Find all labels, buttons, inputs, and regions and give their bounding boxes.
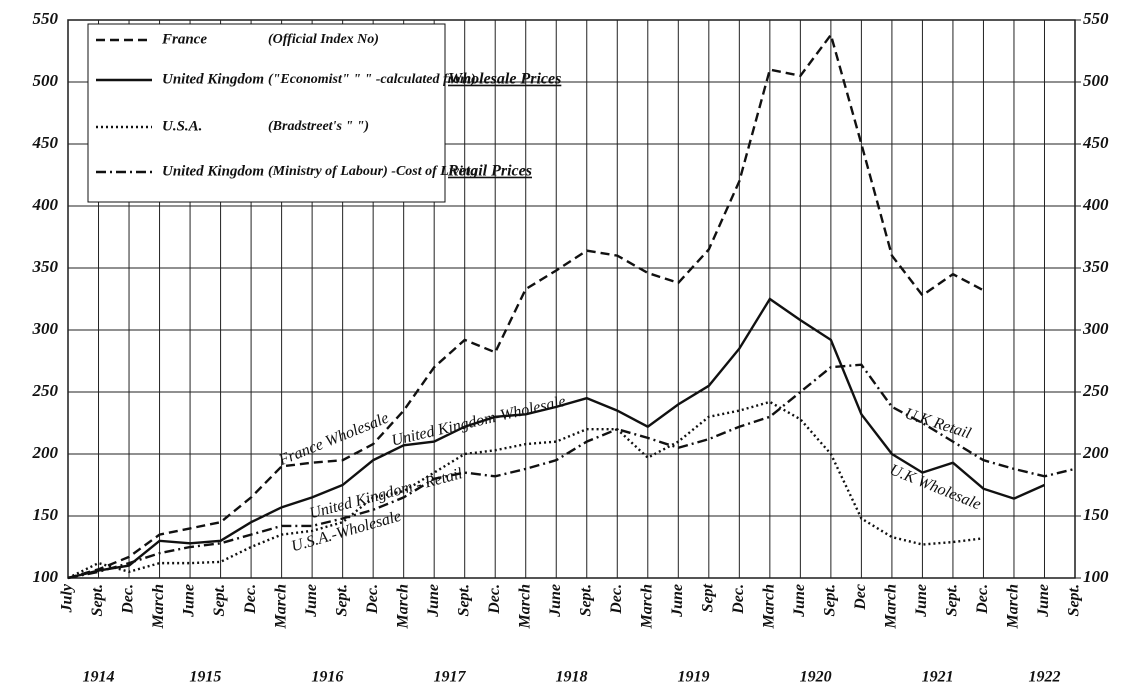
x-group-label: 1917 [433,669,466,686]
x-tick-label: March [272,584,289,630]
x-tick-label: March [638,584,655,630]
x-group-label: 1921 [922,669,954,686]
x-tick-label: Dec. [364,584,381,615]
x-tick-label: Sept. [577,584,594,616]
y-tick-label: 300 [32,319,59,338]
annotation: U.K Retail [903,405,974,442]
x-tick-label: June [303,584,320,618]
x-tick-label: March [883,584,900,630]
x-tick-label: March [394,584,411,630]
y-tick-label: 200 [32,443,59,462]
x-tick-label: June [1035,584,1052,618]
x-tick-label: Dec. [242,584,259,615]
y2-tick-label: 100 [1083,567,1109,586]
x-tick-label: Sept. [455,584,472,616]
legend-source: ("Economist" " " -calculated from) [268,72,476,87]
y-tick-label: 100 [33,567,59,586]
x-tick-label: Dec. [730,584,747,615]
y2-tick-label: 300 [1082,319,1109,338]
y2-tick-label: 450 [1082,133,1109,152]
legend: France (Official Index No) United Kingdom (… [87,23,561,203]
x-tick-label: June [547,584,564,618]
x-tick-label: June [913,584,930,618]
x-tick-label: March [516,584,533,630]
legend-group: Retail Prices [447,163,532,180]
y2-tick-label: 500 [1083,71,1109,90]
y-tick-label: 350 [32,257,59,276]
x-tick-label: Sept. [822,584,839,616]
x-tick-label: Dec. [486,584,503,615]
x-group-label: 1916 [311,669,343,686]
y2-tick-label: 350 [1082,257,1109,276]
y2-tick-label: 400 [1082,195,1109,214]
x-tick-label: Sept [699,583,716,612]
legend-source: (Bradstreet's " ") [268,119,369,134]
legend-label: United Kingdom [162,163,264,179]
x-group-label: 1922 [1028,669,1060,686]
x-tick-label: June [669,584,686,618]
x-tick-label: Sept. [211,584,228,616]
x-tick-label: July [59,583,76,613]
y-tick-label: 550 [33,9,59,28]
x-tick-label: Dec. [608,584,625,615]
x-tick-label: Sept. [1066,584,1083,616]
x-group-label: 1918 [556,669,588,686]
y-tick-label: 500 [33,71,59,90]
x-tick-label: March [150,584,167,630]
y-tick-label: 450 [32,133,59,152]
legend-group: Wholesale Prices [448,71,561,88]
legend-box [87,23,446,203]
x-tick-label: June [791,584,808,618]
y2-tick-label: 550 [1083,9,1109,28]
x-tick-label: Sept. [333,584,350,616]
x-tick-label: March [1005,584,1022,630]
x-tick-label: Sept. [944,584,961,616]
x-tick-label: June [181,584,198,618]
legend-label: France [161,31,207,47]
x-tick-label: Sept. [89,584,106,616]
y2-tick-label: 250 [1082,381,1109,400]
y2-tick-label: 150 [1083,505,1109,524]
series-line [67,297,1045,580]
x-group-label: 1919 [678,669,710,686]
legend-label: U.S.A. [162,118,202,134]
x-tick-label: March [761,584,778,630]
series-line [67,363,1076,580]
annotation: United Kingdom-Wholesale [390,393,567,450]
x-tick-label: Dec. [120,584,137,615]
legend-source: (Official Index No) [268,32,379,47]
y-tick-label: 400 [32,195,59,214]
x-group-label: 1915 [189,669,221,686]
y-tick-label: 150 [33,505,59,524]
y2-tick-label: 200 [1082,443,1109,462]
x-group-label: 1914 [83,669,115,686]
legend-source: (Ministry of Labour) -Cost of Living [268,164,478,179]
series-line [67,400,984,580]
legend-label: United Kingdom [162,71,264,87]
x-group-label: 1920 [800,669,832,686]
x-tick-label: June [425,584,442,618]
x-tick-label: Dec. [974,584,991,615]
y-tick-label: 250 [32,381,59,400]
x-tick-label: Dec [852,584,869,611]
